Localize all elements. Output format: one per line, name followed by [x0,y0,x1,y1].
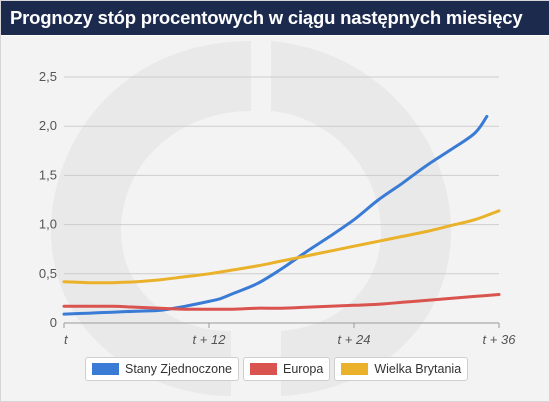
legend-swatch [250,363,278,375]
legend: Stany Zjednoczone Europa Wielka Brytania [85,357,469,381]
legend-label: Europa [283,362,324,376]
legend-item-europa[interactable]: Europa [243,357,331,381]
x-tick-label: t + 12 [193,332,227,347]
x-tick-label: t + 24 [338,332,371,347]
legend-label: Wielka Brytania [374,362,462,376]
x-axis-ticks: t t + 12 t + 24 t + 36 [63,323,517,347]
title-bar: Prognozy stóp procentowych w ciągu nastę… [1,1,549,35]
series-line-1 [62,293,501,311]
legend-label: Stany Zjednoczone [125,362,233,376]
legend-swatch [92,363,119,375]
chart-title: Prognozy stóp procentowych w ciągu nastę… [10,7,523,28]
x-tick-label: t + 36 [483,332,517,347]
x-tick-label: t [64,332,69,347]
y-tick-label: 2,5 [39,69,57,84]
y-tick-label: 2,0 [39,118,57,133]
series-line-2 [62,209,501,285]
series-lines [62,114,501,316]
legend-item-stany-zjednoczone[interactable]: Stany Zjednoczone [85,357,240,381]
y-tick-label: 0 [50,315,57,330]
y-axis-ticks: 0 0,5 1,0 1,5 2,0 2,5 [39,69,57,330]
y-tick-label: 1,0 [39,217,57,232]
series-line-0 [62,114,489,316]
watermark-logo [51,41,451,396]
grid [64,76,499,324]
y-tick-label: 1,5 [39,167,57,182]
legend-swatch [341,363,369,375]
y-tick-label: 0,5 [39,266,57,281]
legend-item-wielka-brytania[interactable]: Wielka Brytania [334,357,469,381]
